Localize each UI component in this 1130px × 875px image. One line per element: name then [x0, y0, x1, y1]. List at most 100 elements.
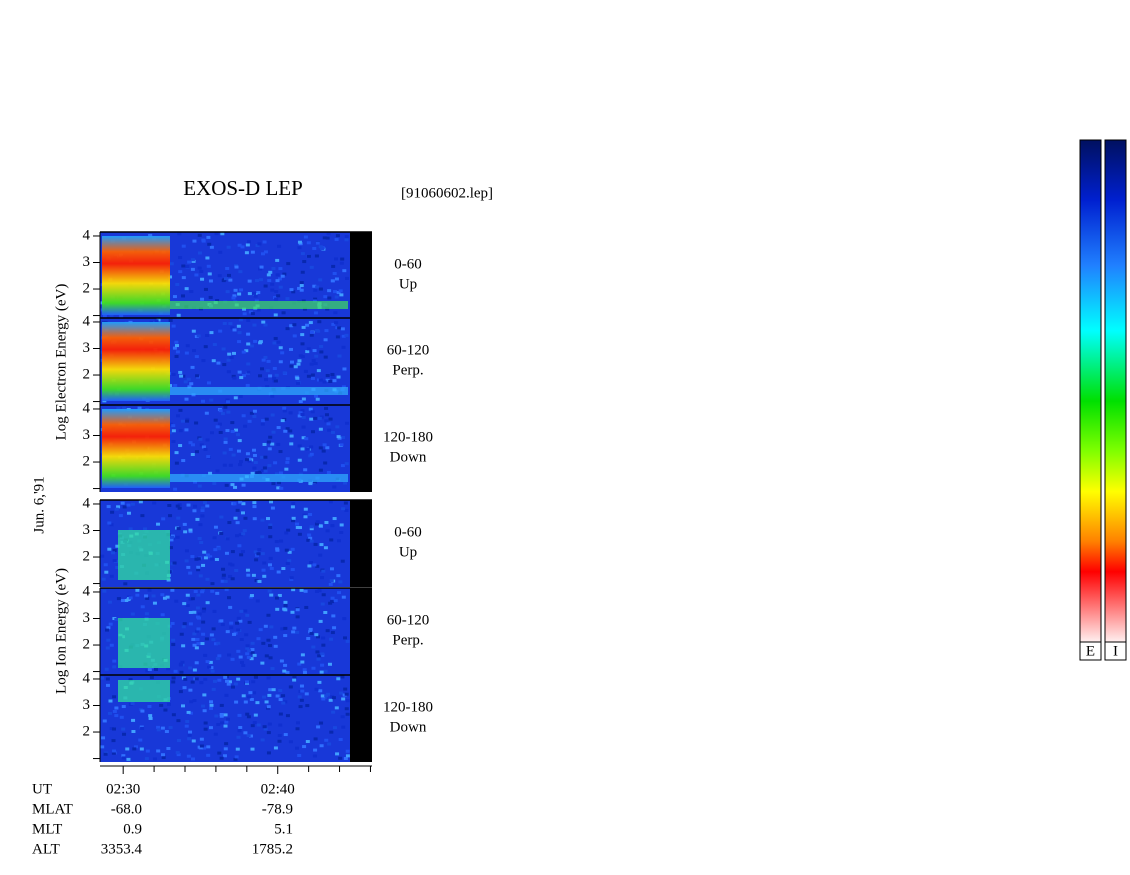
speckle [224, 720, 229, 724]
speckle [245, 458, 250, 462]
speckle [308, 407, 313, 411]
speckle [310, 430, 315, 434]
data-end [350, 405, 372, 492]
speckle [173, 383, 178, 387]
speckle [302, 670, 307, 674]
speckle [250, 471, 255, 475]
speckle [290, 568, 295, 572]
speckle [100, 745, 105, 749]
speckle [324, 694, 329, 698]
speckle [337, 354, 342, 358]
speckle [325, 374, 330, 378]
speckle [273, 313, 278, 317]
speckle [195, 637, 200, 641]
speckle [250, 651, 255, 655]
speckle [316, 369, 321, 373]
speckle [334, 295, 339, 299]
speckle [245, 712, 250, 716]
speckle [115, 565, 120, 569]
speckle [300, 447, 305, 451]
speckle [149, 676, 154, 680]
speckle [232, 632, 237, 636]
speckle [199, 681, 204, 685]
speckle [189, 700, 194, 704]
speckle [335, 752, 340, 756]
speckle [215, 299, 220, 303]
speckle [230, 429, 235, 433]
speckle [299, 284, 304, 288]
speckle [104, 667, 109, 671]
speckle [196, 565, 201, 569]
speckle [108, 699, 113, 703]
speckle [176, 414, 181, 418]
speckle [275, 273, 280, 277]
speckle [199, 443, 204, 447]
speckle [209, 398, 214, 402]
speckle [212, 481, 217, 485]
speckle [343, 481, 348, 485]
speckle [267, 464, 272, 468]
speckle [260, 422, 265, 426]
speckle [332, 626, 337, 630]
speckle [152, 757, 157, 761]
speckle [217, 547, 222, 551]
band [170, 301, 348, 309]
speckle [112, 665, 117, 669]
speckle [171, 429, 176, 433]
speckle [344, 333, 349, 337]
speckle [313, 311, 318, 315]
y-tick-label: 3 [83, 522, 91, 538]
speckle [345, 699, 350, 703]
speckle [341, 697, 346, 701]
speckle [341, 345, 346, 349]
speckle [280, 351, 285, 355]
speckle [140, 726, 145, 730]
speckle [147, 588, 152, 592]
speckle [312, 284, 317, 288]
speckle [318, 524, 323, 528]
speckle [285, 327, 290, 331]
speckle [283, 600, 288, 604]
speckle [258, 267, 263, 271]
speckle [305, 704, 310, 708]
speckle [330, 524, 335, 528]
speckle [309, 527, 314, 531]
speckle [278, 450, 283, 454]
speckle [212, 343, 217, 347]
speckle [337, 436, 342, 440]
speckle [337, 539, 342, 543]
speckle [184, 397, 189, 401]
speckle [343, 687, 348, 691]
speckle [344, 276, 349, 280]
speckle [221, 347, 226, 351]
speckle [342, 617, 347, 621]
speckle [264, 700, 269, 704]
speckle [170, 535, 175, 539]
speckle [269, 566, 274, 570]
speckle [320, 652, 325, 656]
speckle [309, 265, 314, 269]
speckle [192, 668, 197, 672]
speckle [252, 653, 257, 657]
speckle [148, 716, 153, 720]
speckle [185, 417, 190, 421]
speckle [340, 675, 345, 679]
speckle [203, 721, 208, 725]
speckle [295, 721, 300, 725]
speckle [283, 604, 288, 608]
speckle [319, 350, 324, 354]
speckle [109, 727, 114, 731]
speckle [159, 703, 164, 707]
speckle [185, 593, 190, 597]
speckle [168, 431, 173, 435]
speckle [219, 532, 224, 536]
speckle [227, 596, 232, 600]
speckle [205, 333, 210, 337]
speckle [276, 426, 281, 430]
speckle [242, 307, 247, 311]
speckle [197, 266, 202, 270]
speckle [100, 554, 105, 558]
speckle [258, 628, 263, 632]
speckle [267, 693, 272, 697]
speckle [231, 351, 236, 355]
